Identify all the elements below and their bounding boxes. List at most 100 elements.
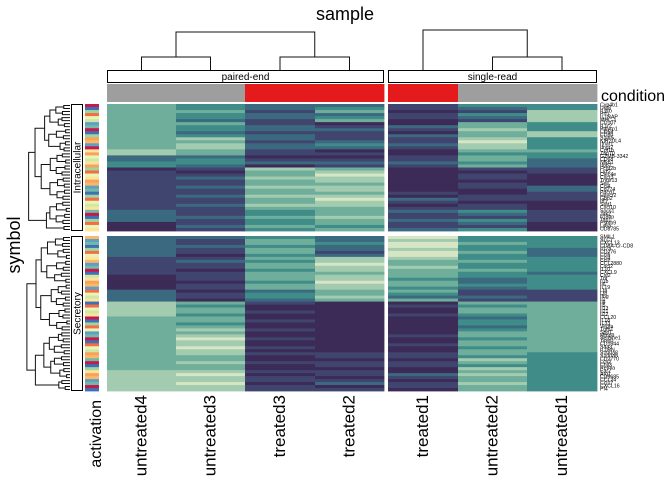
heatmap-cell	[176, 158, 246, 162]
heatmap-cell	[458, 307, 528, 311]
activation-cell	[85, 274, 99, 279]
heatmap-cell	[527, 194, 598, 199]
heatmap-cell	[176, 140, 246, 144]
heatmap-cell	[176, 388, 246, 392]
heatmap-cell	[527, 113, 598, 117]
heatmap-cell	[315, 370, 385, 374]
row-label: Itgb2	[600, 163, 612, 169]
activation-cell	[85, 116, 99, 120]
heatmap-cell	[245, 158, 316, 162]
heatmap-cell	[527, 122, 598, 126]
row-dendrogram-branch	[63, 236, 70, 241]
heatmap-cell	[315, 194, 385, 199]
heatmap-cell	[176, 236, 246, 240]
row-dendrogram-branch	[66, 320, 70, 325]
dendrogram-branch	[175, 31, 316, 57]
heatmap-cell	[527, 316, 598, 320]
row-label: CD107	[600, 121, 616, 127]
row-dendrogram-branch	[55, 130, 66, 138]
heatmap-cell	[388, 227, 459, 232]
heatmap-cell	[458, 385, 528, 389]
condition-annotation-bar	[107, 84, 598, 102]
heatmap-cell	[527, 161, 598, 165]
heatmap-cell	[527, 313, 598, 317]
heatmap-cell	[315, 140, 385, 144]
heatmap-cell	[458, 337, 528, 341]
heatmap-cell	[107, 167, 177, 171]
activation-cell	[85, 125, 99, 129]
heatmap-cell	[388, 224, 459, 229]
heatmap-cell	[527, 319, 598, 323]
heatmap-cell	[458, 292, 528, 297]
row-label: Gbp2	[600, 196, 613, 202]
heatmap-cell	[527, 379, 598, 383]
heatmap-cell	[245, 238, 316, 243]
heatmap-cell	[107, 322, 177, 326]
activation-cell	[85, 331, 99, 335]
heatmap-cell	[107, 271, 177, 276]
row-label: Cpt1b	[600, 148, 614, 154]
heatmap-cell	[527, 209, 598, 214]
heatmap-cell	[107, 334, 177, 338]
row-dendrogram-branch	[60, 272, 70, 277]
heatmap-cell	[245, 161, 316, 165]
row-label: CD9685	[600, 374, 619, 380]
heatmap-cell	[176, 227, 246, 232]
heatmap-cell	[388, 256, 459, 261]
heatmap-cell	[245, 346, 316, 350]
heatmap-cell	[527, 298, 598, 302]
row-label: Ly6a	[600, 223, 611, 229]
row-dendrogram-branch	[50, 289, 59, 303]
heatmap-cell	[458, 346, 528, 350]
heatmap-cell	[458, 382, 528, 386]
row-dendrogram-branch	[49, 109, 59, 123]
heatmap-cell	[107, 262, 177, 267]
heatmap-cell	[388, 271, 459, 276]
heatmap-cell	[527, 218, 598, 223]
heatmap-cell	[388, 182, 459, 187]
row-dendrogram-branch	[59, 369, 67, 377]
heatmap-cell	[176, 203, 246, 208]
heatmap-cell	[458, 262, 528, 267]
heatmap-cell	[458, 140, 528, 144]
heatmap-cell	[176, 110, 246, 114]
activation-cell	[85, 146, 99, 150]
activation-cell	[85, 364, 99, 368]
activation-cell	[85, 167, 99, 171]
heatmap-cell	[527, 340, 598, 344]
heatmap-cell	[388, 328, 459, 332]
heatmap-cell	[245, 140, 316, 144]
heatmap-cell	[315, 361, 385, 365]
heatmap-cell	[107, 188, 177, 193]
row-label: Ear2	[600, 369, 611, 375]
heatmap-cell	[107, 218, 177, 223]
activation-cell	[85, 182, 99, 187]
row-label: IL1RN	[600, 348, 615, 354]
heatmap-cell	[245, 191, 316, 196]
heatmap-cell	[315, 149, 385, 153]
activation-cell	[85, 119, 99, 123]
heatmap-cell	[527, 376, 598, 380]
heatmap-cell	[527, 259, 598, 264]
heatmap-cell	[107, 343, 177, 347]
row-label: S1pr5	[600, 136, 614, 142]
heatmap-cell	[458, 173, 528, 177]
heatmap-cell	[176, 322, 246, 326]
heatmap-cell	[107, 283, 177, 288]
heatmap-cell	[527, 283, 598, 288]
heatmap-cell	[315, 197, 385, 202]
heatmap-cell	[458, 203, 528, 208]
heatmap-cell	[388, 286, 459, 291]
heatmap-cell	[388, 268, 459, 273]
heatmap-cell	[315, 376, 385, 380]
heatmap-cell	[107, 346, 177, 350]
heatmap-cell	[107, 110, 177, 114]
heatmap-cell	[458, 164, 528, 168]
heatmap-cell	[245, 274, 316, 279]
row-group-label: Secretory	[73, 292, 84, 335]
heatmap-cell	[245, 319, 316, 323]
heatmap-cell	[107, 244, 177, 249]
heatmap-cell	[388, 122, 459, 126]
activation-cell	[85, 277, 99, 282]
